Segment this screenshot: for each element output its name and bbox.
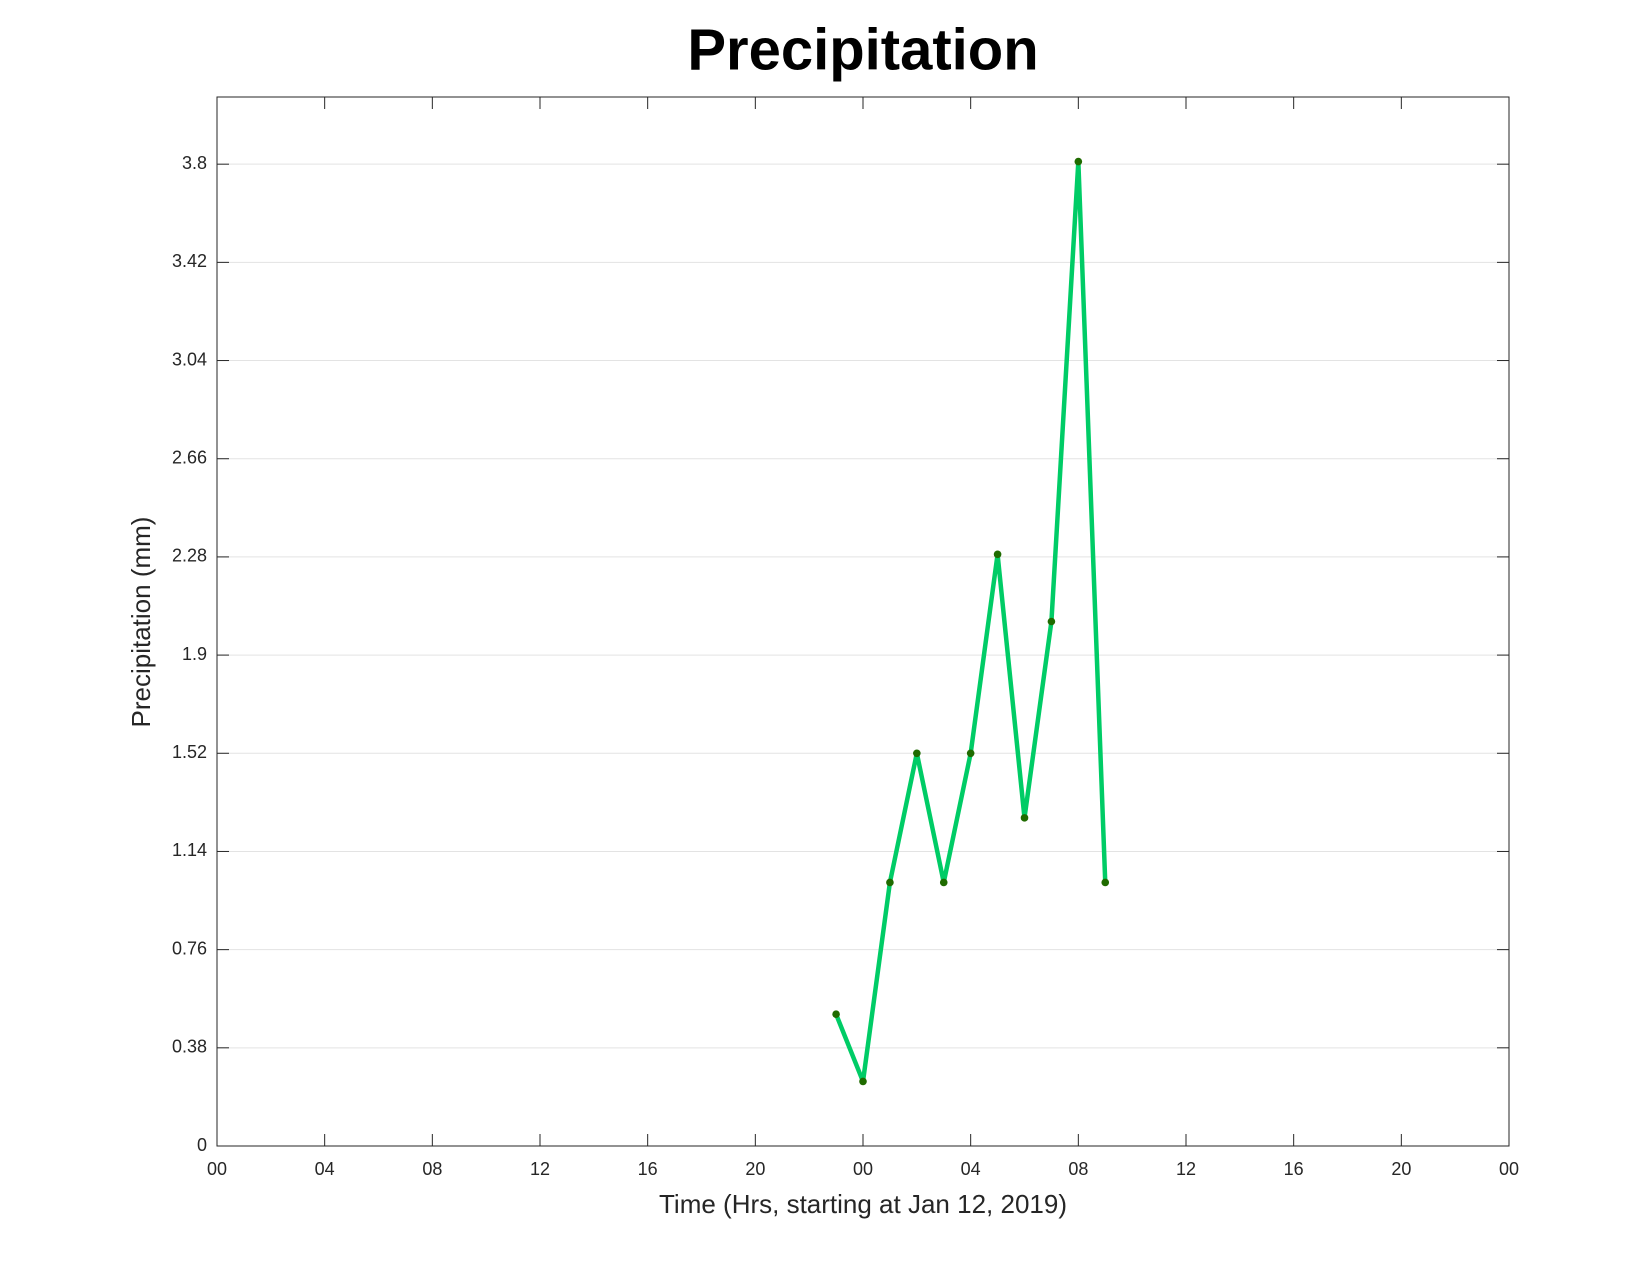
y-tick-label: 1.9: [182, 644, 207, 664]
data-point: [966, 749, 975, 758]
y-tick-label: 3.8: [182, 153, 207, 173]
data-point: [1020, 814, 1029, 822]
data-point: [939, 878, 948, 887]
data-point: [1047, 617, 1056, 626]
x-tick-label: 20: [1391, 1159, 1411, 1179]
y-tick-label: 0.76: [172, 938, 207, 958]
x-tick-label: 16: [638, 1159, 658, 1179]
axes-box: [216, 96, 1510, 1147]
y-tick-label: 2.66: [172, 447, 207, 467]
chart-title: Precipitation: [687, 17, 1038, 82]
y-axis-label: Precipitation (mm): [126, 517, 156, 728]
x-tick-label: 08: [422, 1159, 442, 1179]
x-axis-label: Time (Hrs, starting at Jan 12, 2019): [659, 1189, 1067, 1219]
x-tick-label: 20: [745, 1159, 765, 1179]
x-tick-label: 00: [207, 1159, 227, 1179]
x-tick-label: 00: [1499, 1159, 1519, 1179]
data-point: [993, 550, 1002, 559]
y-tick-label: 0.38: [172, 1037, 207, 1057]
y-tick-label: 1.52: [172, 742, 207, 762]
x-tick-label: 04: [961, 1159, 981, 1179]
data-point: [886, 878, 894, 887]
x-tick-label: 12: [1176, 1159, 1196, 1179]
y-tick-label: 0: [197, 1135, 207, 1155]
data-point: [1074, 157, 1083, 166]
plot-area: [217, 97, 1509, 1146]
x-tick-label: 00: [853, 1159, 873, 1179]
data-point: [1101, 878, 1110, 887]
y-tick-label: 1.14: [172, 840, 207, 860]
x-tick-label: 08: [1068, 1159, 1088, 1179]
x-tick-label: 12: [530, 1159, 550, 1179]
data-point: [859, 1077, 867, 1086]
data-point: [832, 1010, 840, 1019]
data-point: [913, 749, 921, 758]
y-tick-label: 3.04: [172, 349, 207, 369]
x-tick-label: 16: [1284, 1159, 1304, 1179]
x-tick-label: 04: [315, 1159, 335, 1179]
y-tick-label: 2.28: [172, 546, 207, 566]
y-tick-label: 3.42: [172, 251, 207, 271]
